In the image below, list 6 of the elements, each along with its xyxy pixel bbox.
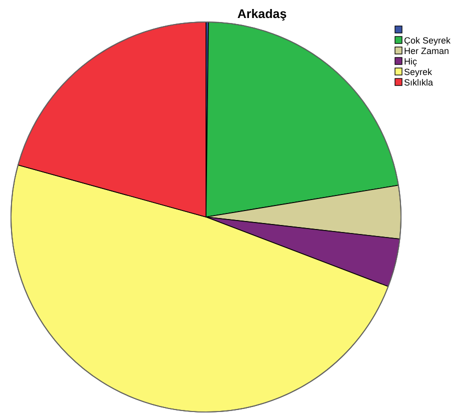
legend-label: Seyrek (404, 67, 433, 77)
legend-label: Sıklıkla (404, 78, 434, 88)
legend-label: Hiç (404, 56, 418, 66)
chart-title: Arkadaş (237, 7, 287, 21)
legend-label: Her Zaman (404, 46, 450, 56)
legend-label: Çok Seyrek (404, 36, 452, 46)
